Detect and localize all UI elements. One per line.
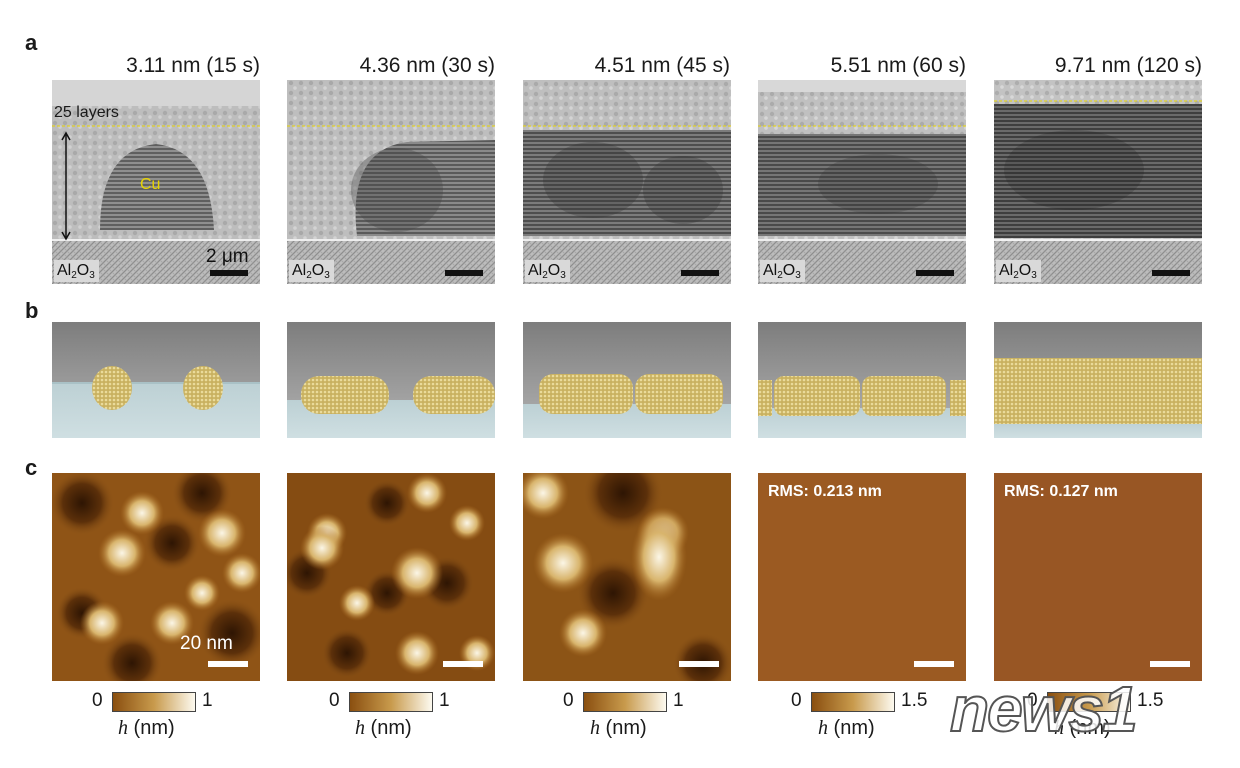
colorbar-max: 1 xyxy=(202,690,213,711)
colorbar-min: 0 xyxy=(329,690,340,711)
panel-label-c: c xyxy=(25,455,38,480)
tem-scale-bar xyxy=(1152,270,1190,276)
afm-map-30s xyxy=(287,473,495,681)
tem-scale-bar xyxy=(681,270,719,276)
colorbar-gradient xyxy=(1047,692,1131,712)
colorbar-gradient xyxy=(112,692,196,712)
colorbar-gradient xyxy=(349,692,433,712)
column-title-60s: 5.51 nm (60 s) xyxy=(830,54,966,77)
colorbar-unit: h (nm) xyxy=(1054,717,1111,739)
afm-map-120s: RMS: 0.127 nm xyxy=(994,473,1202,681)
rendering-30s xyxy=(287,322,495,438)
column-title-120s: 9.71 nm (120 s) xyxy=(1054,54,1202,77)
colorbar-gradient xyxy=(811,692,895,712)
afm-scale-bar xyxy=(914,661,954,667)
afm-scale-bar xyxy=(679,661,719,667)
layers-label: 25 layers xyxy=(54,104,119,121)
column-title-15s: 3.11 nm (15 s) xyxy=(126,54,260,77)
substrate-label: Al2O3 xyxy=(54,260,99,282)
panel-label-b: b xyxy=(25,298,39,323)
afm-map-15s: 20 nm xyxy=(52,473,260,681)
colorbar-max: 1.5 xyxy=(1137,690,1164,711)
tem-scale-bar xyxy=(916,270,954,276)
afm-scale-bar xyxy=(1150,661,1190,667)
colorbar-unit: h (nm) xyxy=(118,717,175,739)
column-title-45s: 4.51 nm (45 s) xyxy=(594,54,730,77)
cu-label: Cu xyxy=(140,176,161,193)
column-title-30s: 4.36 nm (30 s) xyxy=(359,54,495,77)
rms-value: RMS: 0.213 nm xyxy=(768,483,882,500)
substrate-label: Al2O3 xyxy=(525,260,570,282)
afm-map-45s xyxy=(523,473,731,681)
tem-scale-bar xyxy=(445,270,483,276)
tem-image-45s: Al2O3 xyxy=(523,80,731,284)
substrate-label: Al2O3 xyxy=(996,260,1041,282)
rendering-45s xyxy=(523,322,731,438)
rendering-60s xyxy=(758,322,966,438)
rendering-120s xyxy=(994,322,1202,438)
afm-scale-text: 20 nm xyxy=(180,633,233,654)
tem-scale-text: 2 μm xyxy=(206,246,249,267)
substrate-label: Al2O3 xyxy=(760,260,805,282)
panel-label-a: a xyxy=(25,30,38,55)
tem-scale-bar xyxy=(210,270,248,276)
colorbar-min: 0 xyxy=(791,690,802,711)
substrate-label: Al2O3 xyxy=(289,260,334,282)
colorbar-min: 0 xyxy=(1027,690,1038,711)
tem-image-15s: 25 layers Cu Al2O3 2 μm xyxy=(52,80,260,284)
afm-map-60s: RMS: 0.213 nm xyxy=(758,473,966,681)
colorbar-max: 1.5 xyxy=(901,690,928,711)
tem-image-120s: Al2O3 xyxy=(994,80,1202,284)
rendering-15s xyxy=(52,322,260,438)
rms-value: RMS: 0.127 nm xyxy=(1004,483,1118,500)
colorbar-unit: h (nm) xyxy=(818,717,875,739)
colorbar-max: 1 xyxy=(673,690,684,711)
afm-scale-bar xyxy=(443,661,483,667)
colorbar-max: 1 xyxy=(439,690,450,711)
colorbar-min: 0 xyxy=(92,690,103,711)
colorbar-unit: h (nm) xyxy=(355,717,412,739)
tem-image-30s: Al2O3 xyxy=(287,80,495,284)
colorbar-unit: h (nm) xyxy=(590,717,647,739)
colorbar-gradient xyxy=(583,692,667,712)
news1-watermark-logo: news1 xyxy=(949,672,1139,746)
colorbar-min: 0 xyxy=(563,690,574,711)
tem-image-60s: Al2O3 xyxy=(758,80,966,284)
afm-scale-bar xyxy=(208,661,248,667)
